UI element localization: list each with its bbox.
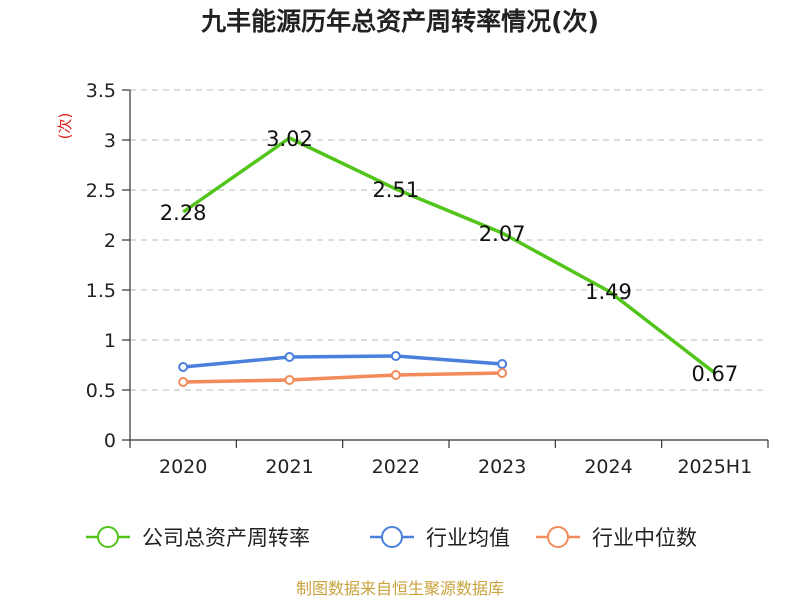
data-label: 2.51 xyxy=(372,178,419,202)
data-label: 2.07 xyxy=(479,222,526,246)
data-point xyxy=(390,351,401,361)
x-tick-label: 2020 xyxy=(159,456,207,478)
y-tick-label: 0 xyxy=(104,430,116,452)
legend-swatch-marker xyxy=(97,526,119,548)
y-axis-label: (次) xyxy=(56,113,74,140)
series-line xyxy=(183,354,503,369)
y-tick-label: 2.5 xyxy=(86,180,116,202)
y-tick-label: 1 xyxy=(104,330,116,352)
legend-label: 公司总资产周转率 xyxy=(142,526,310,550)
data-point xyxy=(178,377,189,387)
legend-label: 行业中位数 xyxy=(592,526,697,550)
source-note: 制图数据来自恒生聚源数据库 xyxy=(296,579,504,598)
series-line xyxy=(183,371,503,384)
x-tick-label: 2022 xyxy=(372,456,420,478)
legend-swatch-marker xyxy=(381,526,403,548)
chart-title: 九丰能源历年总资产周转率情况(次) xyxy=(200,7,599,36)
data-point xyxy=(284,352,295,362)
series-line xyxy=(182,136,716,375)
legend-item: 行业均值 xyxy=(370,526,510,550)
legend-swatch-marker xyxy=(547,526,569,548)
data-point xyxy=(178,362,189,372)
data-label: 3.02 xyxy=(266,127,313,151)
data-point xyxy=(284,375,295,385)
data-label: 1.49 xyxy=(585,280,632,304)
y-tick-label: 0.5 xyxy=(86,380,116,402)
data-point xyxy=(497,368,508,378)
data-point xyxy=(497,359,508,369)
data-point xyxy=(390,370,401,380)
data-label: 2.28 xyxy=(160,201,207,225)
x-tick-label: 2023 xyxy=(478,456,526,478)
y-tick-label: 3 xyxy=(104,130,116,152)
data-label: 0.67 xyxy=(691,362,738,386)
x-tick-label: 2025H1 xyxy=(677,456,752,478)
y-tick-label: 2 xyxy=(104,230,116,252)
legend-item: 公司总资产周转率 xyxy=(86,526,310,550)
legend-label: 行业均值 xyxy=(426,526,510,550)
x-tick-label: 2021 xyxy=(265,456,313,478)
y-tick-label: 3.5 xyxy=(86,80,116,102)
y-tick-label: 1.5 xyxy=(86,280,116,302)
legend-item: 行业中位数 xyxy=(536,526,697,550)
x-tick-label: 2024 xyxy=(584,456,632,478)
